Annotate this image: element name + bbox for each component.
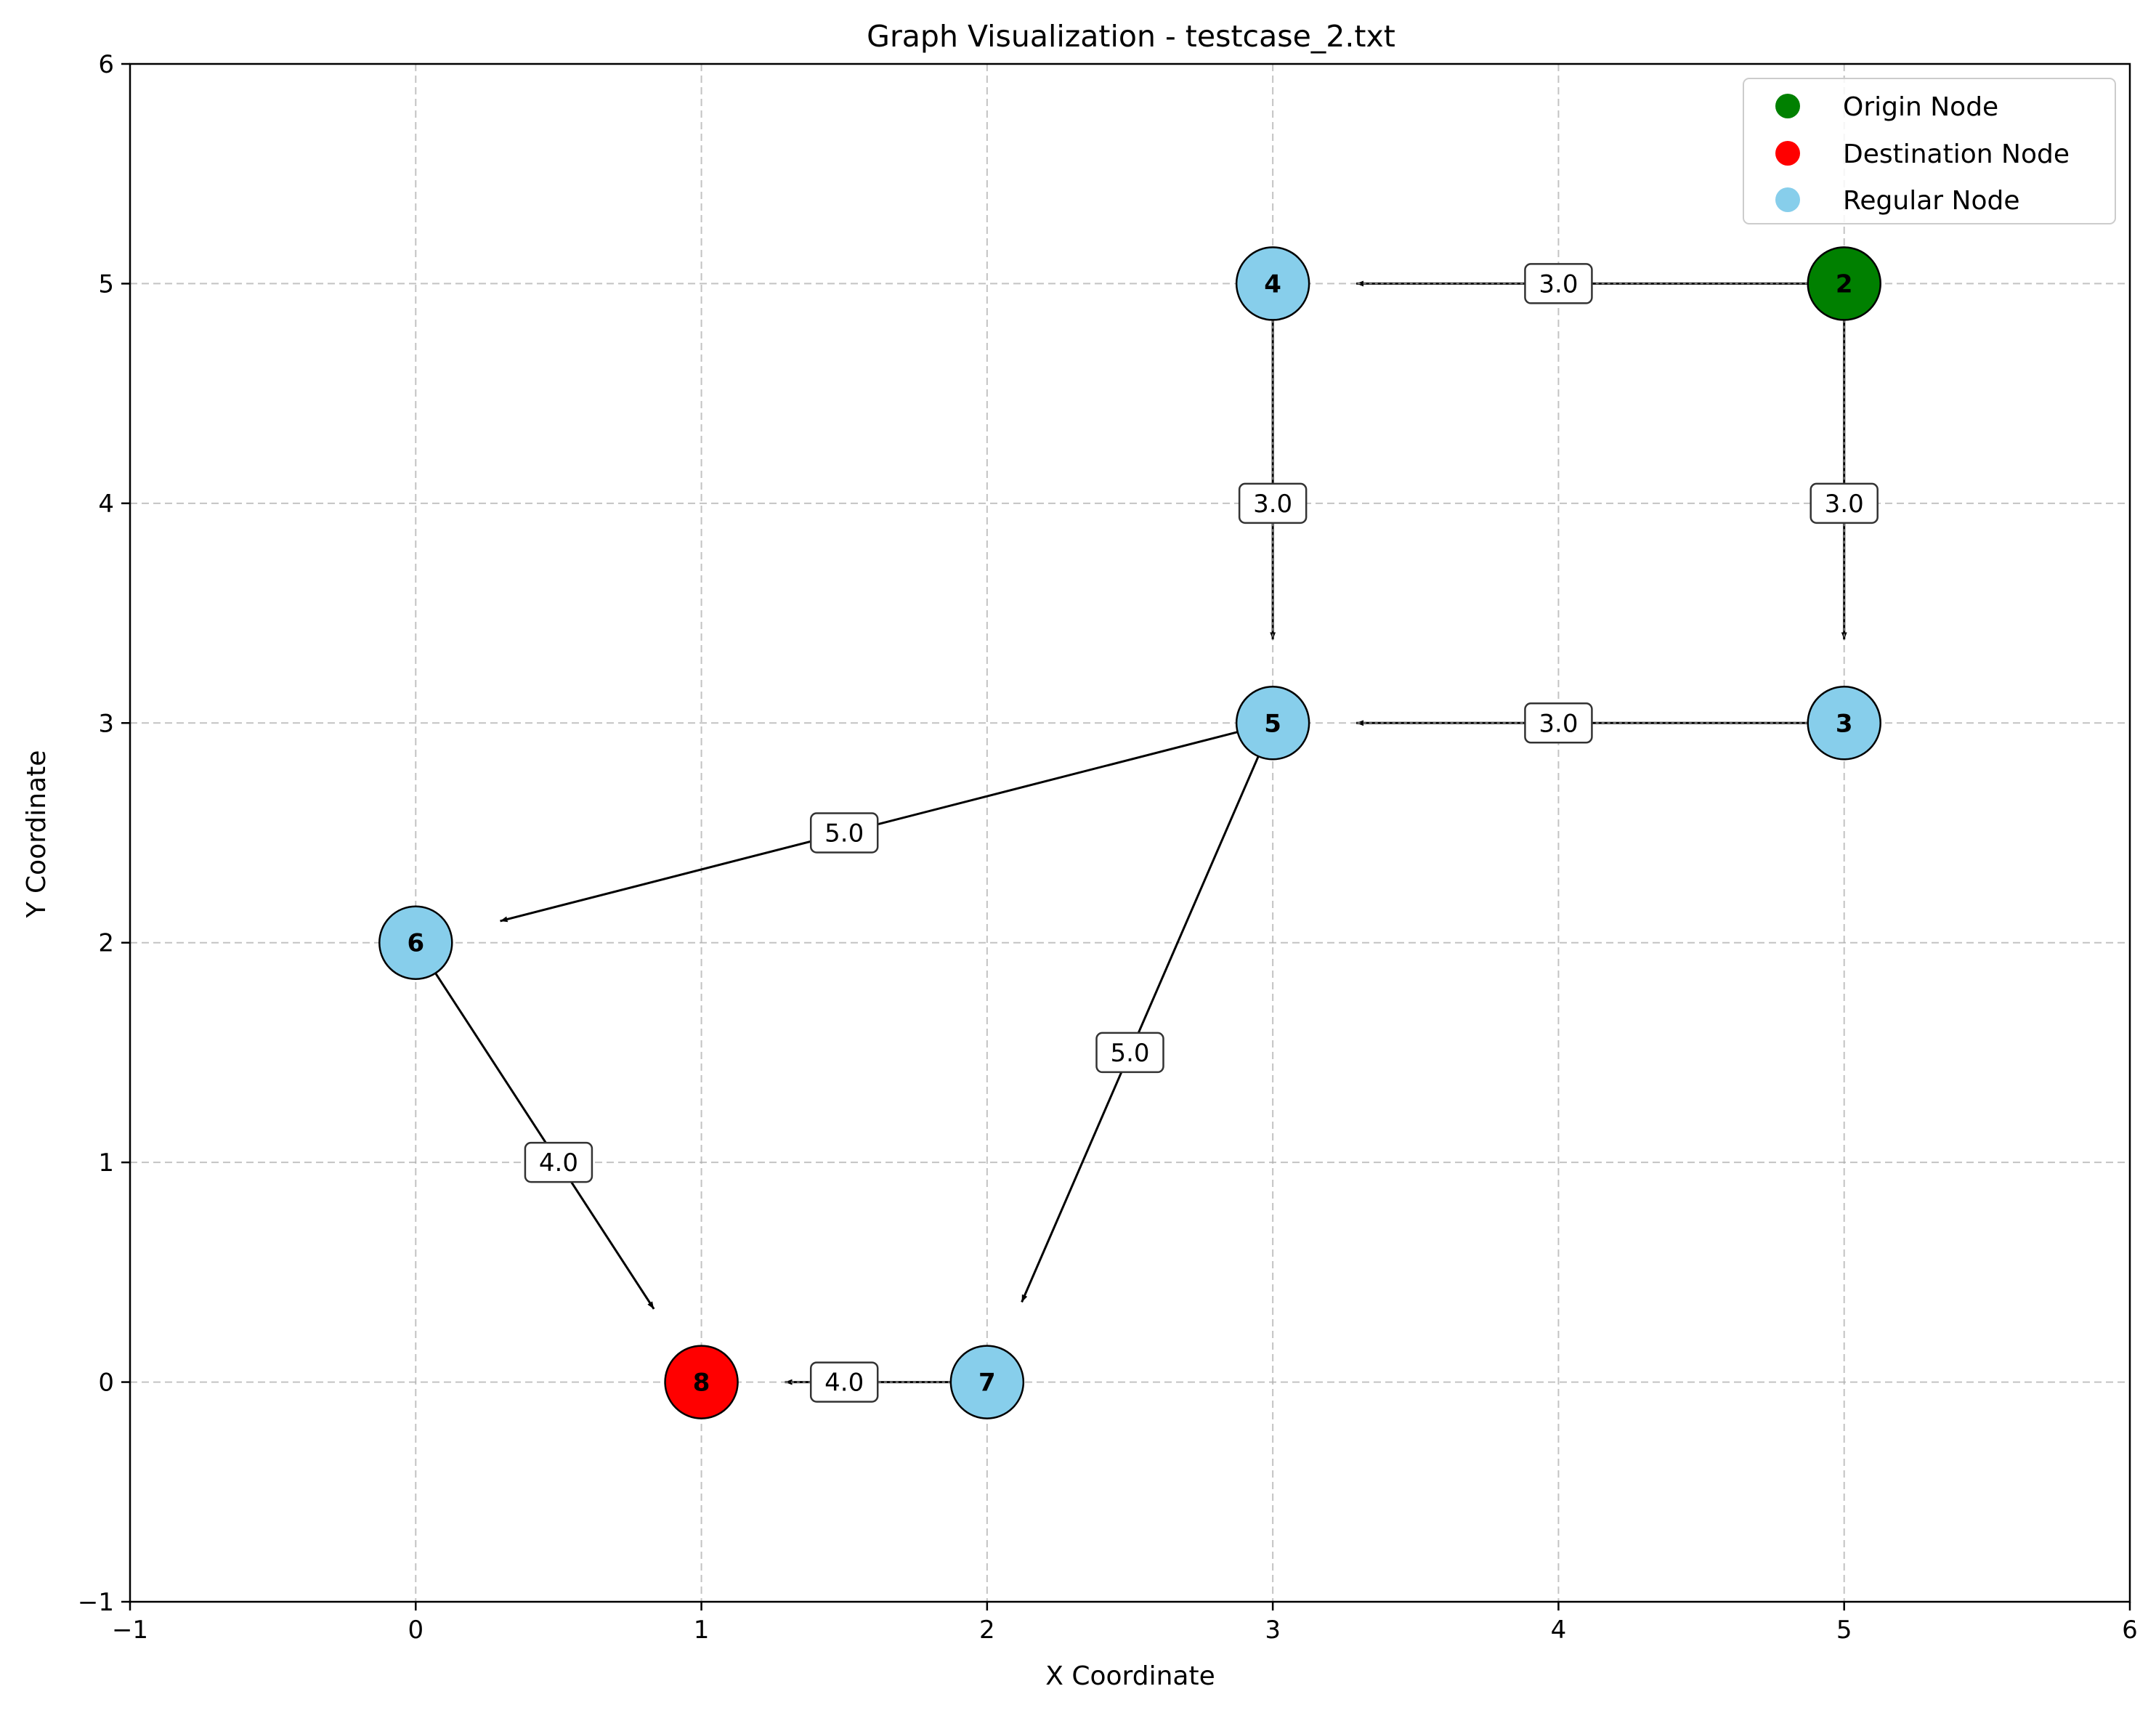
edge-weight: 4.0 <box>824 1369 864 1398</box>
node-label: 3 <box>1836 709 1853 738</box>
edge-weight: 4.0 <box>539 1148 578 1178</box>
node-label: 8 <box>693 1369 710 1398</box>
edge-6-8 <box>434 972 655 1310</box>
x-tick-label: 1 <box>694 1616 710 1645</box>
legend-label-regular: Regular Node <box>1843 186 2019 216</box>
node-6: 6 <box>378 905 453 980</box>
y-tick-label: 1 <box>98 1148 114 1178</box>
edge-5-7 <box>1021 755 1260 1303</box>
x-tick-label: 3 <box>1265 1616 1281 1645</box>
x-tick-label: 0 <box>408 1616 423 1645</box>
edge-label-box <box>1809 482 1879 524</box>
edges <box>434 280 1847 1385</box>
y-tick-label: −1 <box>78 1588 114 1617</box>
x-tick-label: 2 <box>979 1616 995 1645</box>
edge-label-5-7: 5.0 <box>1095 1032 1164 1074</box>
y-tick-label: 0 <box>98 1369 114 1398</box>
node-4: 4 <box>1235 246 1310 321</box>
edge-label-5-6: 5.0 <box>809 812 879 854</box>
edge-label-box <box>1524 263 1593 304</box>
node-7: 7 <box>949 1345 1025 1419</box>
legend-marker-destination <box>1775 141 1800 166</box>
nodes: 2 3 4 5 6 7 8 <box>378 246 1881 1419</box>
node-3: 3 <box>1807 686 1881 761</box>
edge-weight: 3.0 <box>1253 490 1292 519</box>
y-tick-label: 4 <box>98 490 114 519</box>
y-tick-label: 3 <box>98 709 114 738</box>
edge-labels: 3.0 3.0 3.0 3.0 5.0 5.0 4.0 4.0 <box>524 263 1879 1403</box>
node-label: 4 <box>1264 270 1281 299</box>
y-axis-label: Y Coordinate <box>22 750 52 919</box>
node-2: 2 <box>1807 246 1881 321</box>
edge-weight: 5.0 <box>824 819 864 848</box>
node-circle <box>1807 246 1881 321</box>
edge-label-box <box>1095 1032 1164 1074</box>
x-axis-label: X Coordinate <box>1045 1661 1215 1691</box>
x-tick-label: 5 <box>1836 1616 1852 1645</box>
x-tick-label: −1 <box>112 1616 148 1645</box>
y-tick-label: 6 <box>98 50 114 79</box>
node-circle <box>664 1345 739 1419</box>
plot-frame <box>129 62 2131 1603</box>
edge-label-7-8: 4.0 <box>809 1361 879 1403</box>
node-label: 2 <box>1836 270 1853 299</box>
edge-label-box <box>524 1141 593 1183</box>
edge-label-box <box>1524 702 1593 744</box>
edge-label-2-3: 3.0 <box>1809 482 1879 524</box>
edge-label-box <box>809 812 879 854</box>
x-tick-label: 6 <box>2122 1616 2138 1645</box>
edge-weight: 5.0 <box>1110 1039 1149 1068</box>
edge-label-box <box>809 1361 879 1403</box>
legend-label-destination: Destination Node <box>1843 139 2070 169</box>
node-circle <box>1235 246 1310 321</box>
edge-weight: 3.0 <box>1539 270 1578 299</box>
edge-label-3-5: 3.0 <box>1524 702 1593 744</box>
x-tick-label: 4 <box>1551 1616 1567 1645</box>
edge-label-box <box>1238 482 1308 524</box>
node-circle <box>1235 686 1310 761</box>
legend: Origin Node Destination Node Regular Nod… <box>1743 78 2116 224</box>
node-label: 5 <box>1264 709 1281 738</box>
node-label: 6 <box>407 929 424 958</box>
node-8: 8 <box>664 1345 739 1419</box>
edge-label-4-5: 3.0 <box>1238 482 1308 524</box>
legend-box <box>1743 78 2116 224</box>
node-label: 7 <box>978 1369 996 1398</box>
edge-weight: 3.0 <box>1539 709 1578 738</box>
axis-ticks: −1 0 1 2 3 4 5 6 −1 0 1 2 3 4 5 6 <box>78 50 2138 1645</box>
edge-label-2-4: 3.0 <box>1524 263 1593 304</box>
legend-label-origin: Origin Node <box>1843 92 1998 122</box>
y-tick-label: 5 <box>98 270 114 299</box>
legend-marker-origin <box>1775 94 1800 118</box>
chart-title: Graph Visualization - testcase_2.txt <box>867 19 1395 54</box>
node-circle <box>1807 686 1881 761</box>
edge-label-6-8: 4.0 <box>524 1141 593 1183</box>
edge-weight: 3.0 <box>1825 490 1864 519</box>
legend-marker-regular <box>1775 187 1800 212</box>
node-circle <box>949 1345 1025 1419</box>
node-5: 5 <box>1235 686 1310 761</box>
node-circle <box>378 905 453 980</box>
y-tick-label: 2 <box>98 929 114 958</box>
